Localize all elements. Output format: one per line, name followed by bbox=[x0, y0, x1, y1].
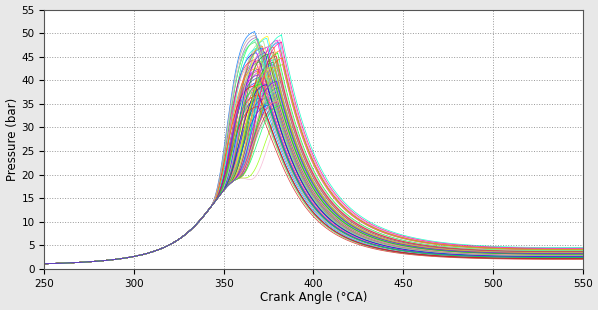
Y-axis label: Pressure (bar): Pressure (bar) bbox=[5, 98, 19, 181]
X-axis label: Crank Angle (°CA): Crank Angle (°CA) bbox=[260, 291, 367, 304]
